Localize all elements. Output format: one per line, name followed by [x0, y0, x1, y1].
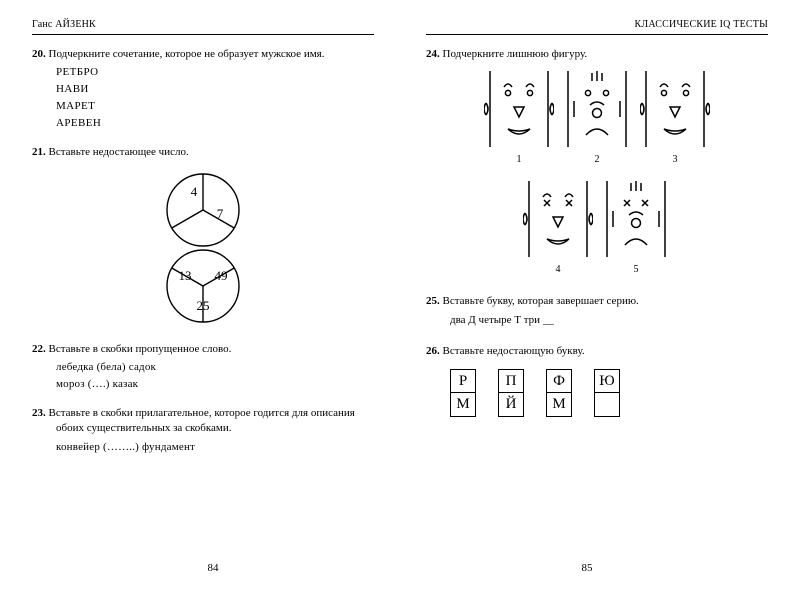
q21-number: 21.: [32, 146, 46, 158]
q20-opt-3: МАРЕТ: [56, 99, 374, 114]
q21-bot-a: 13: [179, 268, 192, 283]
q26-pair-3: Ф М: [546, 369, 572, 417]
q20-number: 20.: [32, 48, 46, 60]
q22-number: 22.: [32, 343, 46, 355]
q22-line1: лебедка (бела) садок: [56, 361, 156, 373]
page-left: Ганс АЙЗЕНК 20. Подчеркните сочетание, к…: [26, 18, 400, 576]
q21-top-a: 4: [191, 184, 198, 199]
q24-face-1: 1: [484, 67, 554, 167]
q21-bot-b: 49: [215, 268, 228, 283]
q24-faces-row1: 1 2: [426, 67, 768, 167]
question-26: 26. Вставьте недостающую букву. Р М П Й …: [426, 344, 768, 417]
q24-face-1-label: 1: [484, 153, 554, 167]
q25-number: 25.: [426, 295, 440, 307]
page-spread: Ганс АЙЗЕНК 20. Подчеркните сочетание, к…: [0, 0, 800, 590]
q26-text: Вставьте недостающую букву.: [443, 345, 585, 357]
q20-text: Подчеркните сочетание, которое не образу…: [49, 48, 325, 60]
q26-4-bottom: [594, 393, 620, 417]
q26-1-bottom: М: [450, 393, 476, 417]
q24-text: Подчеркните лишнюю фигуру.: [443, 48, 588, 60]
q20-opt-1: РЕТБРО: [56, 65, 374, 80]
running-head-right: КЛАССИЧЕСКИЕ IQ ТЕСТЫ: [426, 18, 768, 32]
rule: [32, 34, 374, 35]
q22-text: Вставьте в скобки пропущенное слово.: [49, 343, 232, 355]
q24-face-4: 4: [523, 177, 593, 277]
q26-number: 26.: [426, 345, 440, 357]
question-22: 22. Вставьте в скобки пропущенное слово.…: [32, 342, 374, 393]
q24-face-2-label: 2: [562, 153, 632, 167]
q26-boxes: Р М П Й Ф М Ю: [426, 369, 768, 417]
q20-opt-4: АРЕВЕН: [56, 116, 374, 131]
q24-face-5-label: 5: [601, 263, 671, 277]
q26-2-top: П: [498, 369, 524, 393]
question-24: 24. Подчеркните лишнюю фигуру.: [426, 47, 768, 277]
q23-number: 23.: [32, 407, 46, 419]
q24-number: 24.: [426, 48, 440, 60]
page-right: КЛАССИЧЕСКИЕ IQ ТЕСТЫ 24. Подчеркните ли…: [400, 18, 774, 576]
rule: [426, 34, 768, 35]
q20-opt-2: НАВИ: [56, 82, 374, 97]
q21-figure: 4 7 13 49 25: [32, 168, 374, 328]
question-23: 23. Вставьте в скобки прилагательное, ко…: [32, 406, 374, 455]
q24-face-2: 2: [562, 67, 632, 167]
q21-bot-c: 25: [197, 298, 210, 313]
q26-pair-1: Р М: [450, 369, 476, 417]
q26-4-top: Ю: [594, 369, 620, 393]
q20-options: РЕТБРО НАВИ МАРЕТ АРЕВЕН: [32, 65, 374, 130]
q21-top-c: 7: [217, 206, 224, 221]
question-21: 21. Вставьте недостающее число.: [32, 145, 374, 328]
page-number-right: 85: [400, 561, 774, 576]
page-number-left: 84: [26, 561, 400, 576]
q25-sequence: два Д четыре Т три __: [426, 313, 768, 328]
q24-face-3-label: 3: [640, 153, 710, 167]
q23-line1: конвейер (……..) фундамент: [56, 441, 195, 453]
q26-pair-2: П Й: [498, 369, 524, 417]
q23-text: Вставьте в скобки прилагательное, которо…: [49, 407, 355, 434]
q26-pair-4: Ю: [594, 369, 620, 417]
q24-faces-row2: 4 5: [426, 177, 768, 277]
q26-3-top: Ф: [546, 369, 572, 393]
question-20: 20. Подчеркните сочетание, которое не об…: [32, 47, 374, 131]
q24-face-3: 3: [640, 67, 710, 167]
q22-line2: мороз (….) казак: [56, 378, 138, 390]
q21-text: Вставьте недостающее число.: [49, 146, 189, 158]
q26-2-bottom: Й: [498, 393, 524, 417]
q26-1-top: Р: [450, 369, 476, 393]
q26-3-bottom: М: [546, 393, 572, 417]
q24-face-5: 5: [601, 177, 671, 277]
question-25: 25. Вставьте букву, которая завершает се…: [426, 294, 768, 328]
q24-face-4-label: 4: [523, 263, 593, 277]
q25-text: Вставьте букву, которая завершает серию.: [443, 295, 639, 307]
running-head-left: Ганс АЙЗЕНК: [32, 18, 374, 32]
